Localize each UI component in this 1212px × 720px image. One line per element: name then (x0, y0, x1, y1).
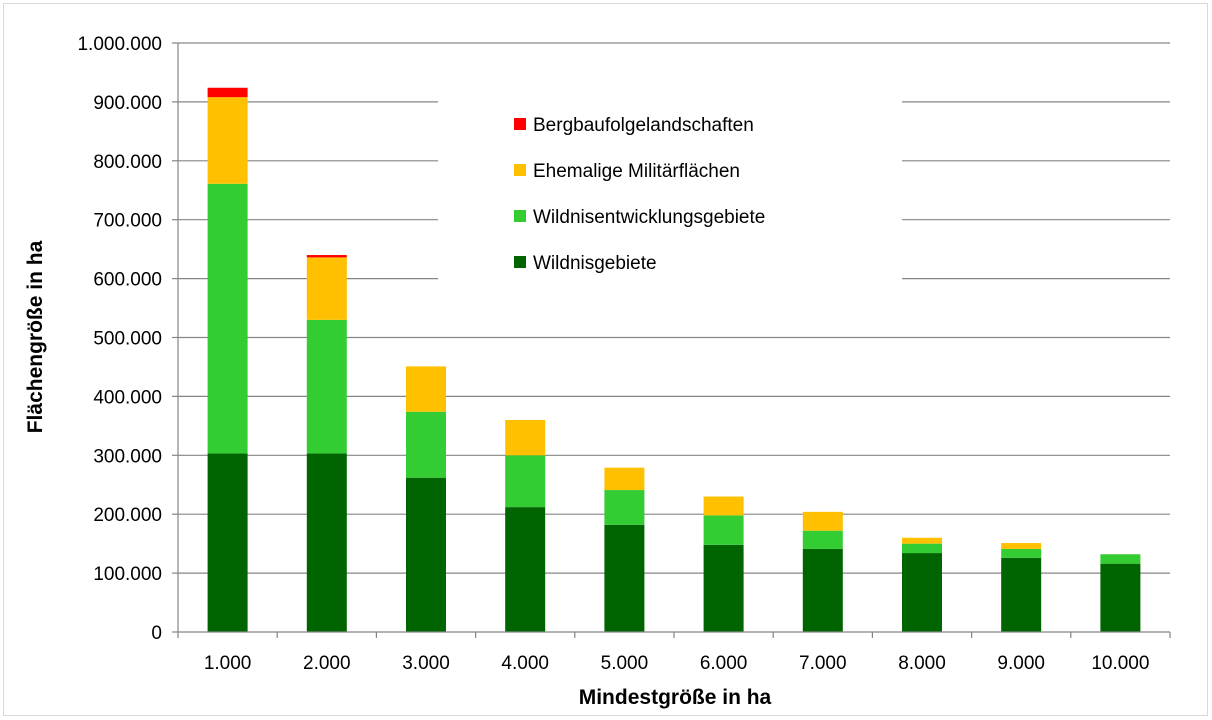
bar-segment (902, 543, 942, 554)
y-axis-title: Flächengröße in ha (24, 240, 47, 433)
bar-segment (207, 183, 248, 454)
y-tick-label: 900.000 (93, 93, 162, 114)
y-axis-tick-labels: 0 100.000 200.000 300.000 400.000 500.000 600.… (77, 34, 162, 644)
bar-segment (604, 490, 645, 525)
bar-segment (604, 524, 645, 632)
bar-segment (902, 553, 942, 632)
bar-segment (1100, 563, 1141, 632)
y-tick-label: 1.000.000 (77, 34, 162, 55)
legend-swatch (514, 118, 526, 130)
legend: Bergbaufolgelandschaften Ehemalige Militä… (514, 115, 765, 274)
bar-segment (406, 411, 446, 478)
legend-label: Wildnisentwicklungsgebiete (533, 207, 765, 228)
bar-segment (1001, 543, 1042, 549)
y-tick-label: 700.000 (93, 211, 162, 232)
bar-segment (802, 530, 843, 549)
y-tick-label: 800.000 (93, 152, 162, 173)
bar-segment (306, 453, 347, 632)
y-tick-label: 600.000 (93, 270, 162, 291)
y-tick-label: 300.000 (93, 446, 162, 467)
bar-segment (802, 548, 843, 632)
x-tick-label: 5.000 (601, 653, 649, 674)
legend-swatch (514, 210, 526, 222)
x-tick-label: 6.000 (700, 653, 748, 674)
x-tick-label: 10.000 (1091, 653, 1149, 674)
bar-segment (207, 97, 248, 184)
bar-segment (1100, 554, 1141, 564)
x-axis-title: Mindestgröße in ha (579, 686, 772, 709)
bar-segment (1001, 557, 1042, 632)
x-axis-tick-labels: 1.000 2.000 3.000 4.000 5.000 6.000 7.000 8.000… (204, 653, 1150, 674)
bar-segment (406, 477, 446, 632)
bar-segment (306, 257, 347, 320)
legend-label: Ehemalige Militärflächen (533, 161, 740, 182)
bar-segment (802, 511, 843, 531)
bar-segment (406, 366, 446, 412)
x-tick-label: 7.000 (799, 653, 847, 674)
bar-segment (306, 319, 347, 454)
y-tick-label: 400.000 (93, 387, 162, 408)
y-tick-label: 500.000 (93, 329, 162, 350)
x-tick-label: 3.000 (402, 653, 450, 674)
bars (207, 87, 1141, 632)
legend-swatch (514, 164, 526, 176)
bar-segment (207, 453, 248, 632)
bar-segment (703, 544, 744, 632)
bar-segment (902, 537, 942, 544)
x-tick-label: 8.000 (898, 653, 946, 674)
bar-segment (505, 507, 546, 632)
bar-segment (604, 467, 645, 491)
bar-segment (207, 87, 248, 98)
y-tick-label: 200.000 (93, 505, 162, 526)
legend-label: Bergbaufolgelandschaften (533, 115, 754, 136)
x-tick-label: 4.000 (501, 653, 549, 674)
bar-segment (703, 515, 744, 545)
bar-segment (505, 419, 546, 456)
x-tick-label: 1.000 (204, 653, 252, 674)
x-tick-label: 9.000 (997, 653, 1045, 674)
bar-segment (703, 496, 744, 516)
bar-segment (505, 455, 546, 508)
y-tick-label: 100.000 (93, 564, 162, 585)
axes (172, 42, 1171, 638)
legend-label: Wildnisgebiete (533, 253, 657, 274)
y-tick-label: 0 (151, 623, 162, 644)
bar-segment (1001, 548, 1042, 558)
x-tick-label: 2.000 (303, 653, 351, 674)
legend-swatch (514, 256, 526, 268)
bar-segment (306, 255, 347, 258)
